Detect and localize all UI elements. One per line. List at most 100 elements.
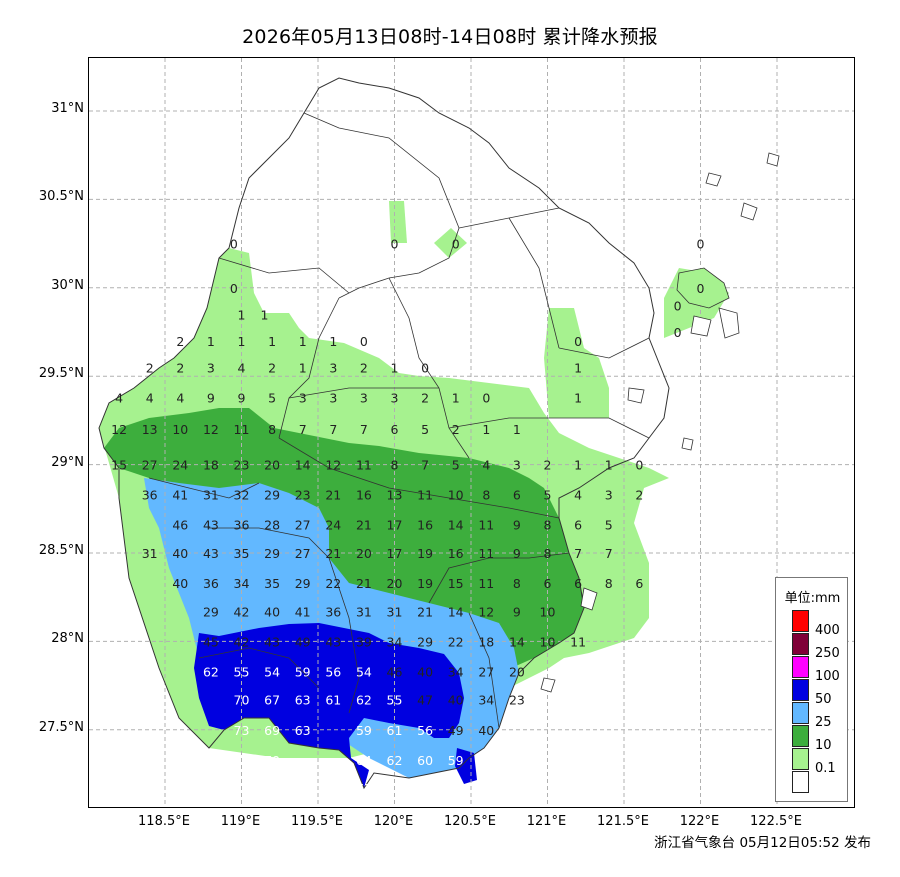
- county-line-4: [388, 277, 470, 459]
- station-value: 6: [574, 576, 582, 591]
- county-line-7: [288, 387, 439, 399]
- station-value: 41: [172, 488, 188, 503]
- station-value: 56: [325, 664, 341, 679]
- legend-swatch: [792, 702, 809, 724]
- station-value: 9: [513, 604, 521, 619]
- legend-threshold-label: 100: [815, 669, 840, 684]
- station-value: 35: [234, 546, 250, 561]
- station-value: 29: [264, 488, 280, 503]
- station-value: 27: [295, 546, 311, 561]
- station-value: 43: [203, 518, 219, 533]
- station-value: 41: [295, 604, 311, 619]
- lon-tick-label: 121°E: [526, 814, 567, 829]
- station-value: 43: [325, 634, 341, 649]
- station-value: 43: [264, 634, 280, 649]
- coastal-islands: [540, 152, 780, 693]
- legend-level: [792, 771, 849, 794]
- station-value: 35: [264, 576, 280, 591]
- station-value: 63: [295, 693, 311, 708]
- precipitation-legend: 单位:mm 400 250 100 50 25 10 0.1: [775, 577, 848, 802]
- station-value: 1: [574, 458, 582, 473]
- legend-swatch: [792, 610, 809, 632]
- lon-tick-label: 122°E: [679, 814, 720, 829]
- station-value: 55: [234, 664, 250, 679]
- station-value: 36: [234, 518, 250, 533]
- station-value: 67: [264, 693, 280, 708]
- station-value: 46: [387, 664, 403, 679]
- station-value: 5: [544, 488, 552, 503]
- lat-tick-label: 29°N: [51, 454, 84, 470]
- station-value: 0: [230, 281, 238, 296]
- station-value: 49: [295, 634, 311, 649]
- station-value: 14: [448, 604, 464, 619]
- station-value: 62: [203, 664, 219, 679]
- station-value: 31: [203, 488, 219, 503]
- lon-tick-label: 118.5°E: [138, 814, 190, 829]
- station-value: 14: [509, 634, 525, 649]
- station-value: 31: [142, 546, 158, 561]
- station-value: 0: [674, 325, 682, 340]
- station-value: 1: [260, 307, 268, 322]
- station-value: 5: [268, 390, 276, 405]
- county-line-3: [218, 257, 350, 294]
- station-value: 73: [234, 723, 250, 738]
- station-value: 9: [513, 546, 521, 561]
- station-value: 19: [417, 546, 433, 561]
- county-line-9: [209, 527, 330, 559]
- legend-level: 50: [792, 679, 849, 707]
- station-value: 11: [356, 458, 372, 473]
- station-value: 7: [299, 422, 307, 437]
- station-value: 24: [172, 458, 188, 473]
- station-value: 7: [605, 546, 613, 561]
- station-value: 1: [238, 307, 246, 322]
- station-value: 12: [203, 422, 219, 437]
- station-value: 27: [142, 458, 158, 473]
- county-line-16: [198, 647, 320, 689]
- island-7: [681, 437, 694, 451]
- station-value: 54: [264, 664, 280, 679]
- station-value: 11: [478, 518, 494, 533]
- station-value: 45: [203, 634, 219, 649]
- station-value: 4: [146, 390, 154, 405]
- station-value: 61: [325, 693, 341, 708]
- station-value: 18: [203, 458, 219, 473]
- station-value: 21: [417, 604, 433, 619]
- county-line-1: [303, 112, 460, 299]
- station-value: 1: [574, 390, 582, 405]
- lat-tick-label: 31°N: [51, 101, 84, 116]
- county-line-11: [428, 552, 570, 604]
- station-value: 27: [295, 518, 311, 533]
- station-value: 24: [325, 518, 341, 533]
- station-value: 2: [421, 390, 429, 405]
- station-value: 54: [356, 664, 372, 679]
- legend-level: 100: [792, 656, 849, 684]
- station-value: 6: [391, 422, 399, 437]
- legend-level: 250: [792, 633, 849, 661]
- station-value: 8: [605, 576, 613, 591]
- station-value: 1: [329, 334, 337, 349]
- station-value: 1: [452, 390, 460, 405]
- legend-unit-label: 单位:mm: [784, 591, 841, 606]
- station-value: 28: [264, 518, 280, 533]
- station-value: 11: [478, 546, 494, 561]
- station-value: 20: [509, 664, 525, 679]
- station-value: 50: [448, 781, 464, 796]
- station-value: 8: [482, 488, 490, 503]
- station-value: 12: [325, 458, 341, 473]
- band-0.1-isle-a: [389, 201, 407, 243]
- station-value: 4: [482, 458, 490, 473]
- legend-threshold-label: 400: [815, 623, 840, 638]
- station-value: 79: [264, 753, 280, 768]
- station-value: 61: [387, 723, 403, 738]
- station-value: 3: [391, 390, 399, 405]
- station-value: 23: [509, 693, 525, 708]
- station-value: 43: [203, 546, 219, 561]
- station-value: 4: [238, 360, 246, 375]
- lat-tick-label: 28°N: [51, 631, 84, 647]
- station-value: 73: [356, 781, 372, 796]
- station-value: 5: [452, 458, 460, 473]
- station-value: 29: [295, 576, 311, 591]
- station-value: 59: [356, 723, 372, 738]
- county-line-12: [468, 612, 500, 729]
- legend-threshold-label: 250: [815, 646, 840, 661]
